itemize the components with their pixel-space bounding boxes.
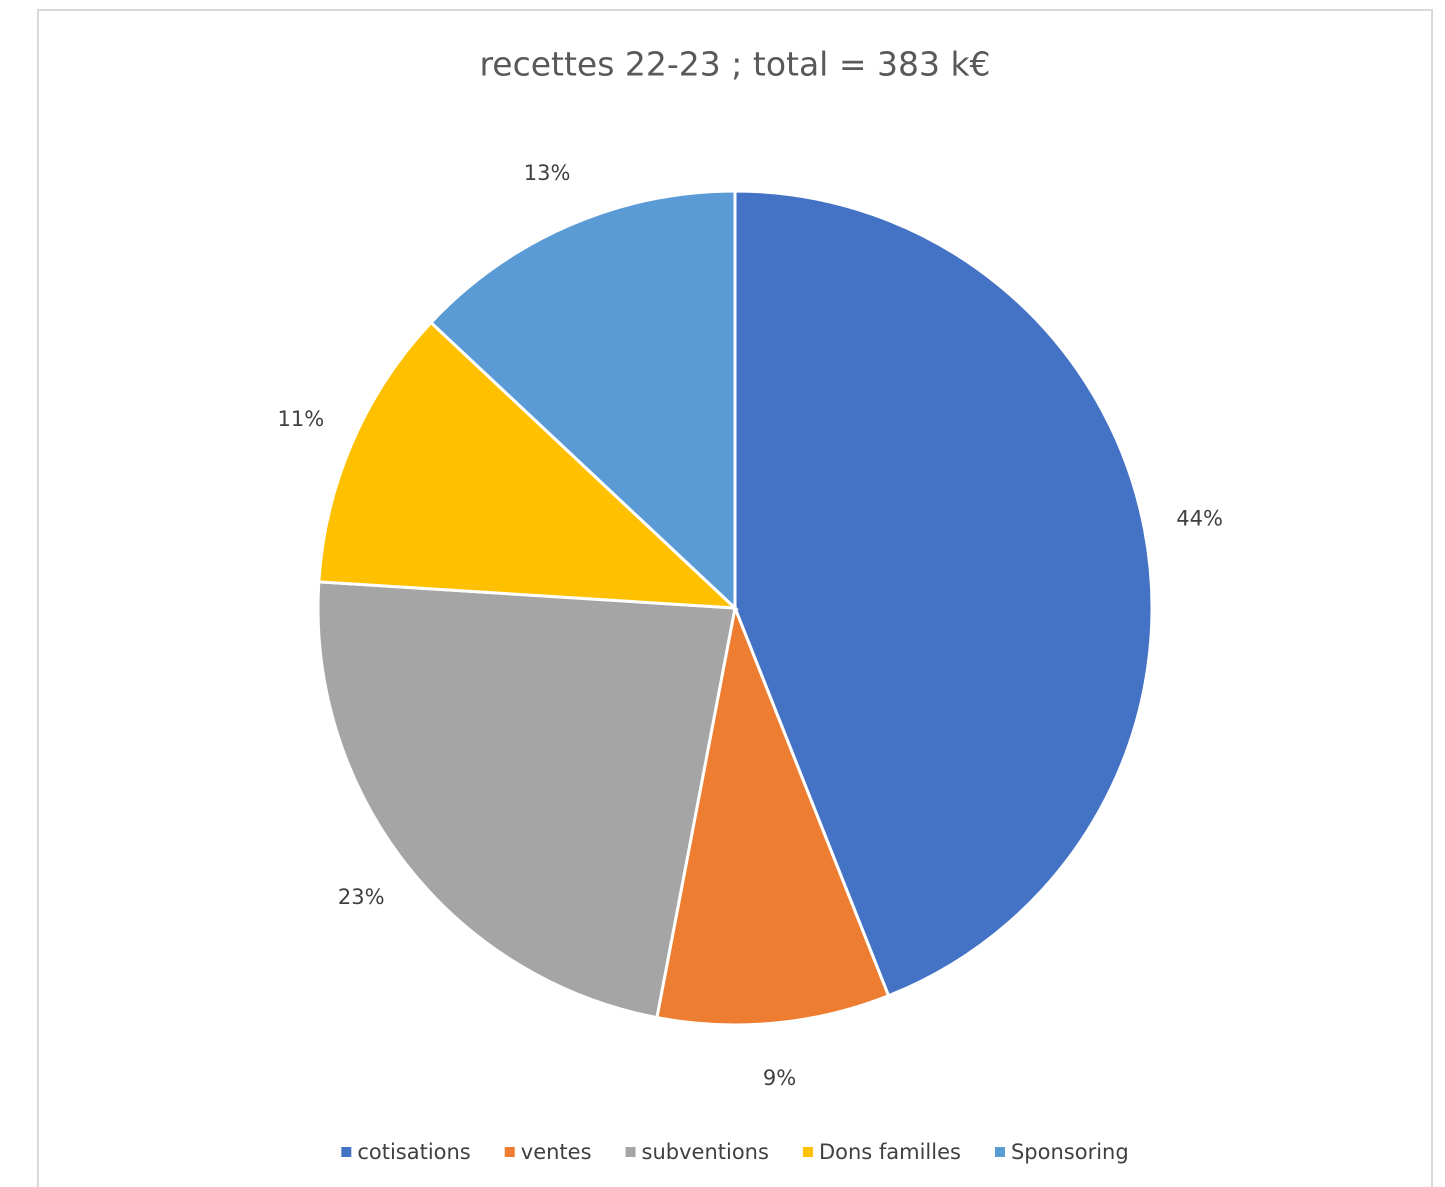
- data-label: 23%: [338, 885, 385, 909]
- legend-label: subventions: [642, 1140, 769, 1164]
- pie-slice: [428, 189, 737, 612]
- legend-swatch: [625, 1147, 636, 1157]
- legend-label: ventes: [521, 1140, 592, 1164]
- chart-title: recettes 22-23 ; total = 383 k€: [479, 45, 990, 84]
- data-label: 9%: [763, 1066, 796, 1090]
- legend-swatch: [504, 1147, 515, 1157]
- legend-label: Sponsoring: [1011, 1140, 1129, 1164]
- data-label: 11%: [278, 407, 325, 431]
- pie-slice: [316, 580, 737, 1020]
- data-label: 13%: [524, 161, 571, 185]
- legend-swatch: [994, 1147, 1005, 1157]
- pie-slice: [655, 602, 891, 1027]
- data-label: 44%: [1176, 506, 1223, 530]
- legend-label: Dons familles: [819, 1140, 961, 1164]
- legend-label: cotisations: [357, 1140, 470, 1164]
- legend-swatch: [341, 1147, 352, 1157]
- legend-swatch: [802, 1147, 813, 1157]
- pie-slice: [733, 189, 1154, 998]
- pie-slice: [317, 320, 740, 610]
